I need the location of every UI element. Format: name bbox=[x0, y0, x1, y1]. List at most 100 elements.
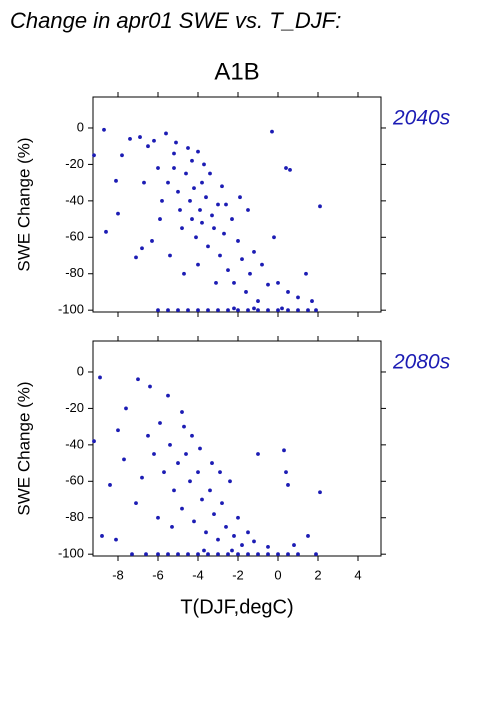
y-tick-label: -100 bbox=[58, 302, 84, 317]
x-tick-label: 0 bbox=[274, 567, 281, 582]
point bbox=[92, 439, 96, 444]
point bbox=[198, 446, 202, 451]
point bbox=[286, 483, 290, 487]
point bbox=[318, 490, 322, 495]
point bbox=[180, 226, 184, 231]
point bbox=[128, 137, 132, 141]
point bbox=[200, 497, 204, 502]
point bbox=[184, 171, 188, 176]
point bbox=[284, 166, 288, 170]
point bbox=[238, 195, 242, 200]
y-tick-label: 0 bbox=[77, 119, 84, 134]
point bbox=[256, 452, 260, 456]
y-tick-label: -60 bbox=[65, 229, 84, 244]
point bbox=[134, 501, 138, 506]
point bbox=[202, 548, 206, 553]
point bbox=[310, 299, 314, 303]
point bbox=[156, 552, 160, 557]
point bbox=[164, 131, 168, 136]
point bbox=[200, 220, 204, 225]
point bbox=[208, 488, 212, 493]
point bbox=[286, 552, 290, 557]
point bbox=[152, 452, 156, 456]
point bbox=[286, 308, 290, 313]
point bbox=[276, 280, 280, 285]
point bbox=[232, 306, 236, 311]
point bbox=[98, 375, 102, 380]
point bbox=[178, 208, 182, 212]
point bbox=[156, 308, 160, 313]
point bbox=[240, 257, 244, 262]
point bbox=[176, 308, 180, 313]
point bbox=[282, 448, 286, 453]
point bbox=[172, 166, 176, 170]
point bbox=[198, 208, 202, 212]
point bbox=[162, 470, 166, 475]
x-axis-label: T(DJF,degC) bbox=[180, 596, 293, 618]
point bbox=[146, 433, 150, 438]
point bbox=[204, 530, 208, 535]
point bbox=[216, 552, 220, 557]
point bbox=[236, 308, 240, 313]
point bbox=[296, 308, 300, 313]
point bbox=[220, 501, 224, 506]
point bbox=[188, 198, 192, 203]
point bbox=[150, 239, 154, 243]
point bbox=[200, 180, 204, 185]
point bbox=[176, 552, 180, 557]
x-tick-label: 2 bbox=[314, 567, 321, 582]
point bbox=[286, 290, 290, 294]
point bbox=[176, 189, 180, 194]
point bbox=[146, 144, 150, 149]
point bbox=[124, 406, 128, 411]
y-tick-label: -100 bbox=[58, 546, 84, 561]
x-tick-label: -4 bbox=[192, 567, 204, 582]
point bbox=[256, 552, 260, 557]
point bbox=[296, 295, 300, 300]
point bbox=[270, 129, 274, 134]
panel-label: 2080s bbox=[392, 351, 451, 374]
point bbox=[206, 552, 210, 557]
x-tick-label: 4 bbox=[354, 567, 361, 582]
point bbox=[180, 410, 184, 414]
point bbox=[100, 534, 104, 538]
subtitle: A1B bbox=[214, 58, 259, 85]
point bbox=[244, 290, 248, 294]
point bbox=[226, 268, 230, 272]
point bbox=[216, 537, 220, 542]
point bbox=[216, 202, 220, 207]
point bbox=[186, 146, 190, 150]
point bbox=[190, 158, 194, 163]
y-tick-label: -40 bbox=[65, 192, 84, 207]
y-tick-label: -80 bbox=[65, 265, 84, 280]
point bbox=[306, 534, 310, 538]
point bbox=[260, 262, 264, 267]
point bbox=[102, 127, 106, 132]
point bbox=[196, 308, 200, 313]
point bbox=[266, 308, 270, 313]
point bbox=[142, 180, 146, 185]
point bbox=[186, 308, 190, 313]
point bbox=[158, 421, 162, 425]
point bbox=[196, 149, 200, 154]
point bbox=[140, 475, 144, 480]
point bbox=[114, 537, 118, 542]
point bbox=[226, 552, 230, 557]
point bbox=[252, 306, 256, 311]
point bbox=[236, 552, 240, 557]
point bbox=[186, 552, 190, 557]
point bbox=[306, 308, 310, 313]
point bbox=[246, 208, 250, 212]
point bbox=[218, 253, 222, 258]
point bbox=[172, 488, 176, 493]
y-tick-label: -80 bbox=[65, 509, 84, 524]
point bbox=[292, 543, 296, 547]
point bbox=[236, 239, 240, 243]
point bbox=[156, 515, 160, 520]
point bbox=[220, 184, 224, 189]
point bbox=[166, 308, 170, 313]
point bbox=[116, 428, 120, 433]
point bbox=[232, 280, 236, 285]
y-tick-label: -20 bbox=[65, 400, 84, 415]
